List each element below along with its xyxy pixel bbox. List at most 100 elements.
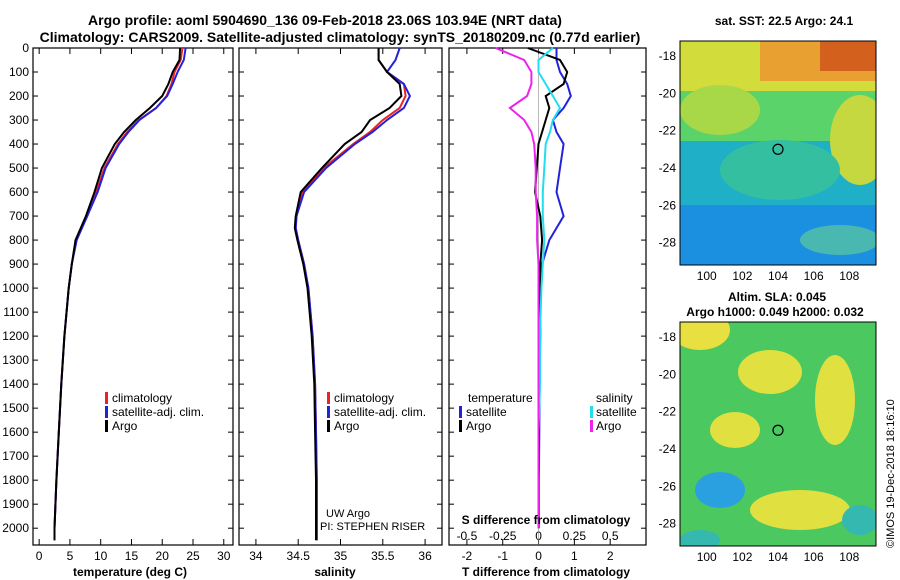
x-tick-label: 34	[249, 549, 263, 563]
temperature-xlabel: temperature (deg C)	[73, 565, 187, 579]
legend-label-argo: Argo	[112, 419, 138, 433]
salinity-series-group	[293, 47, 412, 541]
tick-layer: 0100200300400500600700800900100011001200…	[2, 41, 859, 564]
depth-tick-label: 500	[9, 161, 29, 175]
series-line-t-satellite	[537, 48, 572, 529]
series-line-s-argo	[495, 47, 540, 529]
depth-tick-label: 2000	[2, 521, 29, 535]
map-lon-label: 104	[768, 269, 788, 283]
difference-legend-salinity: salinity satellite Argo	[590, 391, 637, 433]
depth-tick-label: 1600	[2, 425, 29, 439]
title-line-1: Argo profile: aoml 5904690_136 09-Feb-20…	[88, 12, 562, 28]
legend-title-salinity: salinity	[596, 391, 633, 405]
map-lat-label: -20	[659, 367, 677, 381]
legend-title-temperature: temperature	[468, 391, 533, 405]
legend-label-satellite: satellite-adj. clim.	[334, 405, 426, 419]
legend-label-t-argo: Argo	[466, 419, 492, 433]
x-tick-label: 35.5	[371, 549, 395, 563]
legend-label-climatology: climatology	[334, 391, 394, 405]
legend-label-s-satellite: satellite	[596, 405, 637, 419]
depth-tick-label: 1800	[2, 473, 29, 487]
map-lat-label: -20	[659, 86, 677, 100]
series-line-climatology	[53, 47, 184, 541]
depth-tick-label: 1200	[2, 329, 29, 343]
s-diff-tick-label: 0.5	[602, 529, 619, 543]
salinity-panel-frame	[238, 47, 443, 546]
depth-tick-label: 1000	[2, 281, 29, 295]
x-tick-label: 35	[334, 549, 348, 563]
sla-map-blob	[750, 490, 850, 530]
legend-label-climatology: climatology	[112, 391, 172, 405]
series-line-satellite-adj-clim-	[53, 47, 187, 541]
depth-tick-label: 700	[9, 209, 29, 223]
difference-top-xlabel: S difference from climatology	[462, 513, 631, 527]
map-lon-label: 104	[768, 550, 788, 564]
difference-legend-temperature: temperature satellite Argo	[459, 391, 533, 433]
x-tick-label: 34.5	[287, 549, 311, 563]
x-tick-label: -1	[497, 549, 508, 563]
x-tick-label: 5	[67, 549, 74, 563]
difference-panel-frame	[448, 47, 647, 546]
temperature-panel-frame	[32, 47, 234, 546]
map-lat-label: -18	[659, 49, 677, 63]
sst-map-image	[680, 41, 876, 265]
depth-tick-label: 1700	[2, 449, 29, 463]
temperature-series-group	[53, 47, 187, 541]
x-tick-label: 36	[418, 549, 432, 563]
legend-swatch-t-argo	[459, 420, 462, 432]
series-line-argo	[293, 48, 403, 541]
depth-tick-label: 900	[9, 257, 29, 271]
legend-label-argo: Argo	[334, 419, 360, 433]
map-lat-label: -28	[659, 236, 677, 250]
map-lon-label: 102	[732, 269, 752, 283]
difference-xlabel: T difference from climatology	[462, 565, 630, 579]
sla-map-blob	[680, 322, 730, 350]
sst-map-blob	[800, 225, 876, 255]
sla-map-frame	[679, 321, 877, 547]
x-tick-label: 25	[186, 549, 200, 563]
salinity-xlabel: salinity	[314, 565, 356, 579]
map-lat-label: -26	[659, 479, 677, 493]
sla-map-blob	[815, 355, 855, 445]
x-tick-label: -2	[462, 549, 473, 563]
depth-tick-label: 800	[9, 233, 29, 247]
legend-swatch-t-satellite	[459, 406, 462, 418]
depth-tick-label: 1100	[3, 305, 29, 319]
sst-argo-location-marker	[772, 143, 784, 155]
legend-swatch-climatology	[327, 392, 330, 404]
x-tick-label: 10	[94, 549, 108, 563]
map-lat-label: -22	[659, 124, 677, 138]
sla-map-blob	[695, 472, 745, 508]
sst-map-title: sat. SST: 22.5 Argo: 24.1	[715, 14, 854, 28]
series-line-argo	[53, 47, 182, 541]
depth-tick-label: 1900	[2, 497, 29, 511]
sst-map-band	[820, 41, 876, 71]
s-diff-tick-label: 0.25	[563, 529, 587, 543]
legend-label-s-argo: Argo	[596, 419, 622, 433]
sla-map-blob	[710, 412, 760, 448]
sst-map-frame	[679, 40, 877, 266]
x-tick-label: 0	[36, 549, 43, 563]
credit-line-2: PI: STEPHEN RISER	[320, 521, 425, 533]
legend-label-satellite: satellite-adj. clim.	[112, 405, 204, 419]
difference-series-group	[495, 47, 572, 529]
map-lat-label: -28	[659, 517, 677, 531]
sst-map-blob	[720, 140, 840, 200]
map-lon-label: 102	[732, 550, 752, 564]
title-line-2: Climatology: CARS2009. Satellite-adjuste…	[40, 29, 641, 45]
map-lat-label: -18	[659, 330, 677, 344]
sla-map-blob	[738, 350, 802, 394]
map-lon-label: 106	[804, 269, 824, 283]
x-tick-label: 0	[535, 549, 542, 563]
map-lon-label: 106	[804, 550, 824, 564]
sst-map-blob	[680, 85, 760, 135]
depth-tick-label: 1500	[2, 401, 29, 415]
map-lat-label: -26	[659, 198, 677, 212]
depth-tick-label: 1400	[2, 377, 29, 391]
legend-swatch-satellite	[327, 406, 330, 418]
map-lon-label: 108	[839, 269, 859, 283]
credit-line-1: UW Argo	[326, 508, 370, 520]
s-diff-tick-label: -0.25	[489, 529, 517, 543]
series-line-t-argo	[527, 47, 569, 529]
